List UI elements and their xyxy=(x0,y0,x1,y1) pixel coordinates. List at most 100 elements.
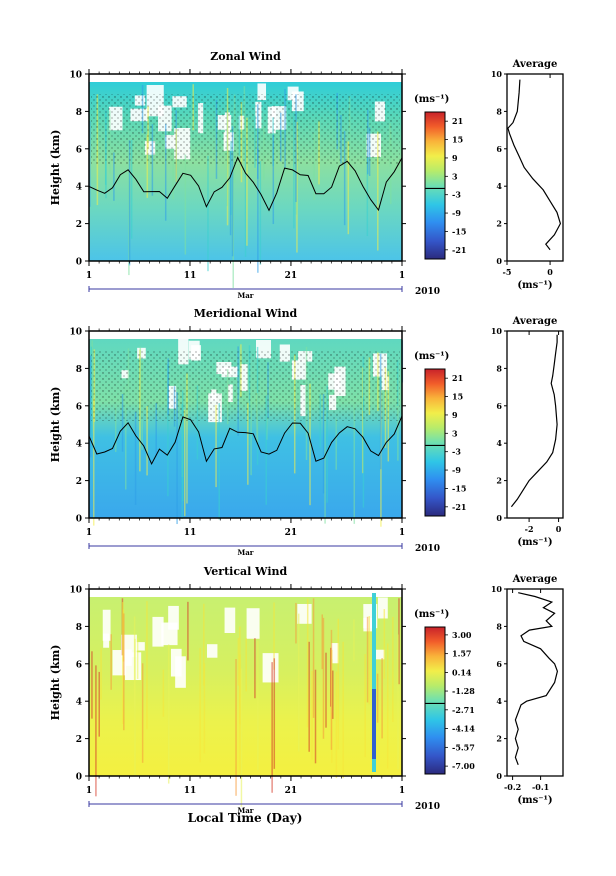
missing-data-gap xyxy=(152,616,164,647)
colorbar-unit: (ms⁻¹) xyxy=(414,94,449,105)
colorbar-tick-label: 3 xyxy=(452,428,458,438)
colorbar-tick-label: 3 xyxy=(452,171,458,181)
data-streak xyxy=(207,155,209,272)
data-streak xyxy=(257,148,259,273)
avg-y-tick-label: 6 xyxy=(496,144,502,154)
colorbar-tick-label: -21 xyxy=(452,245,466,255)
data-streak xyxy=(265,395,267,505)
data-streak xyxy=(100,648,102,700)
data-streak xyxy=(343,131,346,226)
missing-data-gap xyxy=(224,607,236,634)
y-tick-label: 2 xyxy=(76,477,82,487)
y-tick-label: 6 xyxy=(76,145,82,155)
x-tick-label: 1 xyxy=(399,786,405,796)
y-tick-label: 10 xyxy=(69,71,82,81)
y-tick-label: 8 xyxy=(76,365,82,375)
y-axis-label: Height (km) xyxy=(49,645,62,721)
data-streak xyxy=(89,120,91,207)
x-tick-label: 21 xyxy=(285,528,298,538)
data-streak xyxy=(184,409,186,517)
data-streak xyxy=(203,663,206,754)
y-tick-label: 2 xyxy=(76,220,82,230)
data-streak xyxy=(364,654,366,758)
data-streak xyxy=(335,671,338,779)
colorbar-unit: (ms⁻¹) xyxy=(414,609,449,620)
data-streak xyxy=(237,637,240,686)
avg-y-tick-label: 0 xyxy=(496,256,502,266)
data-streak xyxy=(314,669,317,764)
missing-data-gap xyxy=(103,633,110,648)
data-streak xyxy=(244,138,247,257)
avg-x-tick-label: -0.1 xyxy=(532,782,549,792)
heatmap-field xyxy=(88,339,404,527)
avg-y-tick-label: 8 xyxy=(496,363,502,373)
colorbar-tick-label: -5.57 xyxy=(452,742,475,752)
data-streak xyxy=(141,663,144,763)
missing-data-gap xyxy=(374,649,385,660)
month-label: Mar xyxy=(238,806,254,815)
data-streak xyxy=(164,123,167,221)
data-streak xyxy=(231,126,234,257)
y-tick-label: 6 xyxy=(76,402,82,412)
colorbar-tick-label: -3 xyxy=(452,447,461,457)
year-label: 2010 xyxy=(415,287,440,297)
avg-y-tick-label: 10 xyxy=(491,326,503,336)
data-streak xyxy=(122,602,124,725)
data-streak xyxy=(337,618,340,750)
data-streak xyxy=(325,652,327,728)
data-streak xyxy=(146,406,148,476)
avg-x-tick-label: 0 xyxy=(547,267,553,277)
data-streak xyxy=(215,404,217,488)
x-tick-label: 1 xyxy=(86,786,92,796)
data-streak xyxy=(110,634,112,690)
missing-data-gap xyxy=(246,608,260,639)
zero-contour xyxy=(88,156,403,212)
data-streak xyxy=(98,671,100,737)
data-streak xyxy=(239,654,241,774)
data-streak xyxy=(235,658,237,796)
average-x-label: (ms⁻¹) xyxy=(517,537,552,548)
colorbar-tick-label: -21 xyxy=(452,502,466,512)
data-streak xyxy=(389,130,392,205)
colorbar-unit: (ms⁻¹) xyxy=(414,351,449,362)
data-streak xyxy=(311,671,313,760)
data-streak xyxy=(321,614,324,670)
missing-data-gap xyxy=(188,340,200,360)
data-streak xyxy=(134,638,136,777)
data-streak xyxy=(176,392,178,525)
missing-data-gap xyxy=(102,609,111,641)
colorbar-tick-label: 15 xyxy=(452,135,463,145)
data-streak xyxy=(91,651,93,719)
missing-data-gap xyxy=(124,652,142,681)
average-frame xyxy=(506,73,564,262)
y-axis-label: Height (km) xyxy=(49,130,62,206)
data-streak xyxy=(326,385,328,503)
data-streak xyxy=(397,634,399,770)
missing-data-gap xyxy=(297,603,312,624)
data-streak xyxy=(383,609,386,679)
data-streak xyxy=(245,638,247,692)
data-streak xyxy=(272,134,275,225)
avg-y-tick-label: 8 xyxy=(496,106,502,116)
colorbar-tick-label: 3.00 xyxy=(452,630,472,640)
data-streak xyxy=(128,140,131,266)
y-tick-label: 4 xyxy=(76,183,82,193)
data-streak xyxy=(113,152,115,201)
colorbar-tick-label: -9 xyxy=(452,465,461,475)
data-streak xyxy=(376,673,379,723)
data-streak xyxy=(372,689,376,759)
heatmap-frame xyxy=(88,330,403,519)
data-streak xyxy=(172,158,174,200)
avg-y-tick-label: 10 xyxy=(491,69,503,79)
colorbar-tick-label: -3 xyxy=(452,190,461,200)
data-streak xyxy=(366,616,369,703)
data-streak xyxy=(322,617,325,739)
data-streak xyxy=(95,665,97,797)
y-tick-label: 10 xyxy=(69,586,82,596)
data-streak xyxy=(187,601,189,661)
colorbar xyxy=(424,626,446,775)
x-tick-label: 11 xyxy=(184,786,197,796)
average-frame xyxy=(506,588,564,777)
x-tick-label: 11 xyxy=(184,271,197,281)
